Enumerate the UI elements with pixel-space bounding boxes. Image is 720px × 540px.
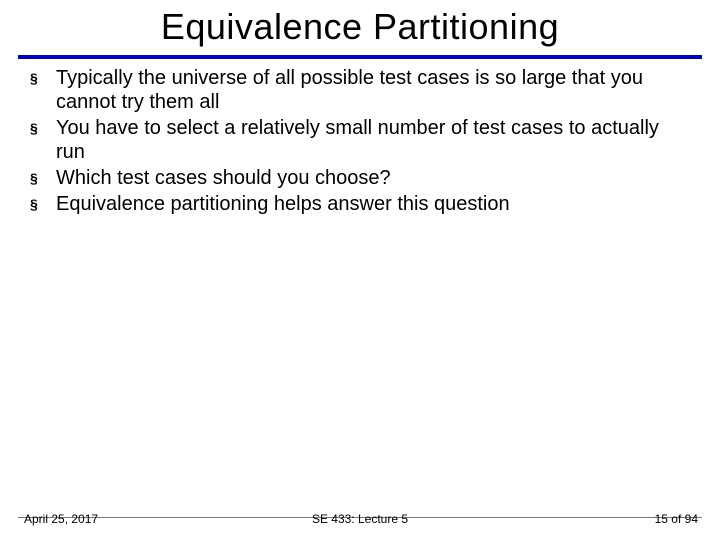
- slide: Equivalence Partitioning § Typically the…: [0, 0, 720, 540]
- bullet-item: § Equivalence partitioning helps answer …: [30, 192, 690, 216]
- bullet-marker-icon: §: [30, 66, 42, 90]
- slide-title: Equivalence Partitioning: [0, 6, 720, 48]
- title-underline: [18, 55, 702, 59]
- bullet-item: § Typically the universe of all possible…: [30, 66, 690, 114]
- bullet-text: Which test cases should you choose?: [42, 166, 690, 190]
- bullet-marker-icon: §: [30, 166, 42, 190]
- bullet-item: § You have to select a relatively small …: [30, 116, 690, 164]
- bullet-item: § Which test cases should you choose?: [30, 166, 690, 190]
- title-wrap: Equivalence Partitioning: [0, 6, 720, 48]
- bullet-marker-icon: §: [30, 116, 42, 140]
- bullet-marker-icon: §: [30, 192, 42, 216]
- footer-course: SE 433: Lecture 5: [0, 512, 720, 526]
- bullet-text: Typically the universe of all possible t…: [42, 66, 690, 114]
- bullet-text: Equivalence partitioning helps answer th…: [42, 192, 690, 216]
- slide-footer: April 25, 2017 SE 433: Lecture 5 15 of 9…: [0, 508, 720, 530]
- footer-page-number: 15 of 94: [655, 512, 698, 526]
- bullet-text: You have to select a relatively small nu…: [42, 116, 690, 164]
- slide-body: § Typically the universe of all possible…: [30, 66, 690, 218]
